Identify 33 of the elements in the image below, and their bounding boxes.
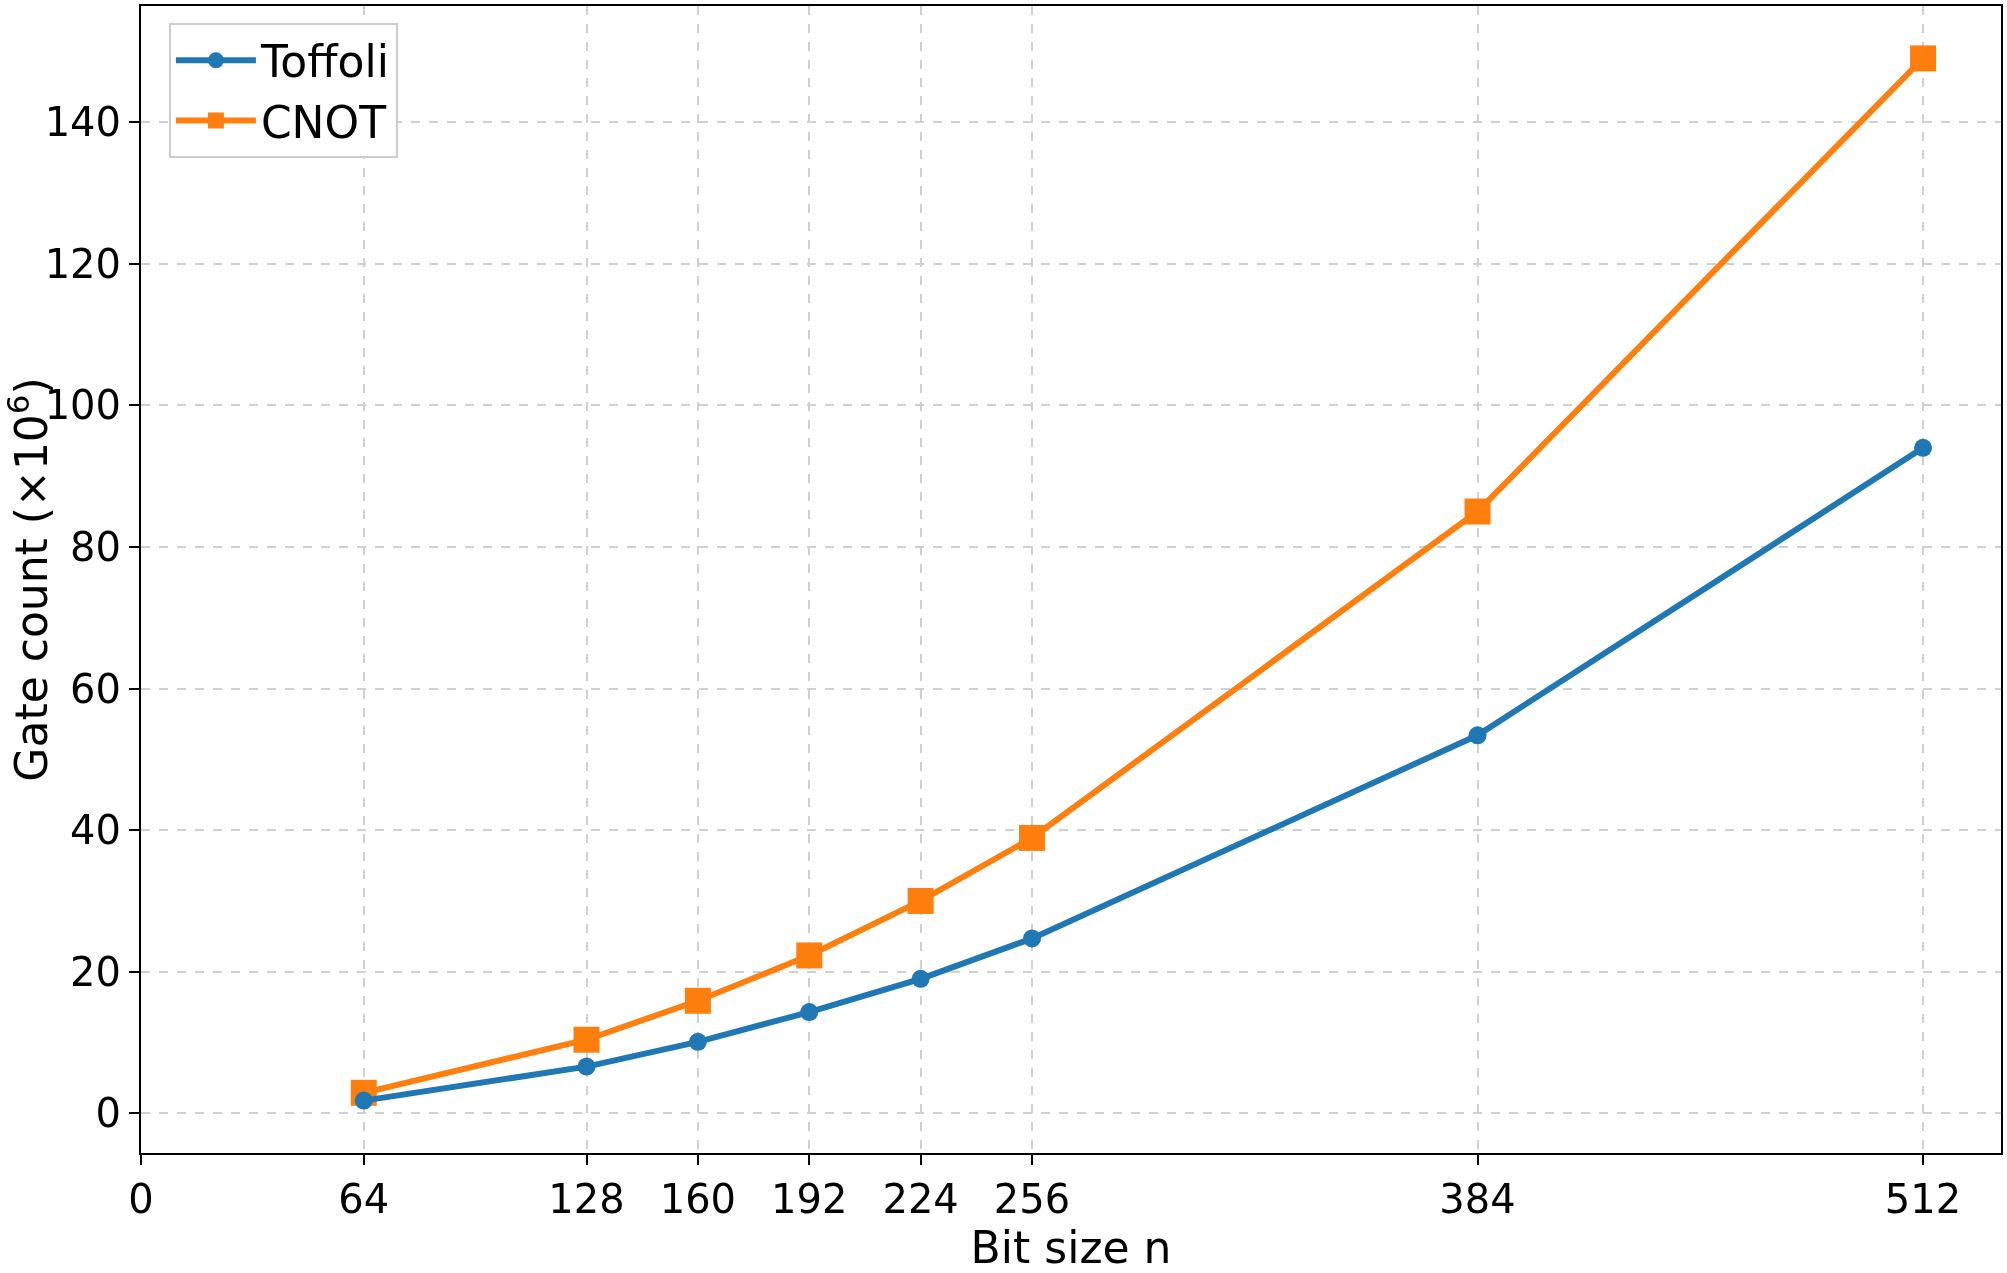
x-tick-label: 224 [882,1176,959,1222]
y-tick-label: 80 [70,523,121,570]
y-tick-label: 20 [70,948,121,995]
point [796,942,823,969]
point [1023,929,1042,948]
x-tick-label: 64 [338,1176,390,1222]
y-tick-label: 0 [95,1090,121,1137]
x-tick-label: 160 [659,1176,737,1222]
point [1914,438,1933,457]
point [688,1032,707,1051]
point [1910,45,1937,72]
x-axis-title: Bit size n [970,1222,1172,1273]
point [577,1057,596,1076]
y-tick-label: 140 [44,99,121,146]
legend-label: CNOT [260,96,387,148]
point [907,887,934,914]
y-tick-label: 60 [70,665,121,712]
point [1464,498,1491,525]
point [911,969,930,988]
x-tick-label: 256 [993,1176,1071,1222]
x-tick-label: 384 [1439,1176,1516,1222]
point [1468,726,1487,745]
point [800,1003,819,1022]
point [684,987,711,1014]
point [573,1026,600,1053]
x-tick-label: 0 [128,1176,154,1222]
y-tick-label: 40 [70,807,121,854]
point [1019,824,1046,851]
x-tick-label: 192 [771,1176,848,1222]
legend-label: Toffoli [259,36,389,88]
x-tick-label: 128 [548,1176,625,1222]
y-tick-label: 120 [44,240,121,287]
x-tick-label: 512 [1884,1176,1962,1222]
